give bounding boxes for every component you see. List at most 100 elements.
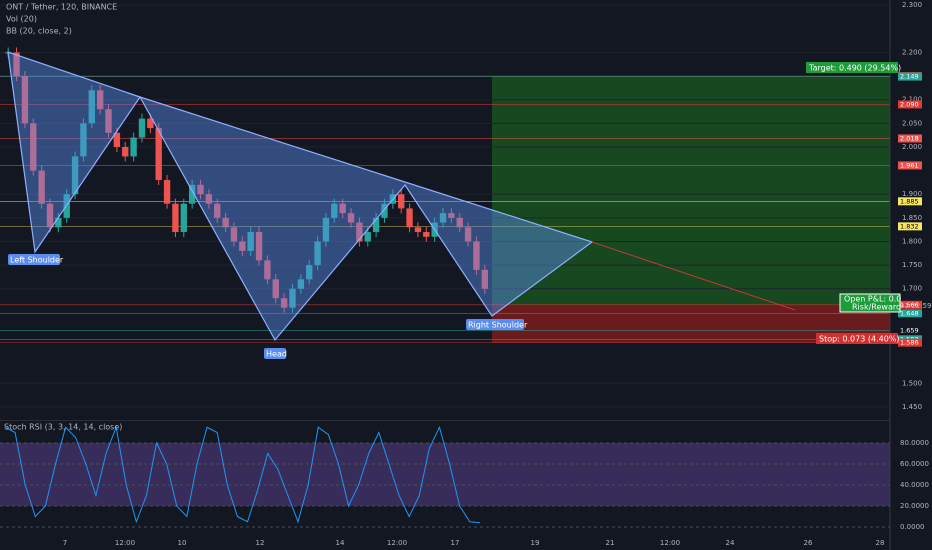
price-tick-label: 2.100	[902, 96, 922, 104]
pnl-label: Open P&L: 0.0	[844, 295, 901, 304]
candle	[414, 227, 422, 233]
candle	[222, 217, 229, 228]
price-tag	[898, 338, 922, 347]
candle	[214, 203, 221, 218]
candle	[314, 241, 321, 266]
candle	[239, 241, 246, 251]
price-tick-label: 2.200	[902, 48, 922, 56]
pnl-box	[839, 293, 901, 313]
rsi-tick-label: 80.0000	[900, 439, 929, 447]
candle	[423, 232, 430, 237]
label-box	[8, 254, 60, 265]
rsi-band	[0, 443, 890, 506]
candle	[105, 109, 112, 133]
candle	[147, 118, 154, 129]
head-shoulders-pattern	[7, 51, 594, 342]
candle	[13, 52, 20, 77]
time-tick-label: 19	[531, 539, 540, 547]
rsi-tick-label: 0.0000	[900, 523, 925, 531]
candle	[280, 298, 288, 308]
rsi-tick-label: 40.0000	[900, 481, 929, 489]
candle	[372, 217, 380, 233]
candle	[439, 213, 447, 223]
price-tag-label: 1.586	[900, 339, 919, 347]
candle	[30, 123, 37, 171]
time-tick-label: 14	[336, 539, 345, 547]
rsi-legend: Stoch RSI (3, 3, 14, 14, close)	[4, 423, 122, 432]
rsi-pane	[0, 425, 890, 528]
candle	[331, 203, 338, 218]
rsi-tick-label: 20.0000	[900, 502, 929, 510]
candle	[172, 203, 179, 233]
candle	[38, 170, 45, 204]
rr-label: Risk/Reward	[852, 303, 901, 312]
candle	[356, 222, 363, 242]
price-tick-label: 1.850	[902, 214, 922, 222]
candle	[347, 213, 355, 223]
candles	[5, 47, 488, 313]
candle	[456, 217, 463, 228]
price-tag	[898, 161, 922, 170]
candle	[163, 180, 171, 204]
price-tag	[898, 309, 922, 318]
candle	[113, 132, 121, 147]
candle	[322, 217, 330, 242]
price-tag	[898, 326, 922, 335]
right-shoulder-label: Right Shoulder	[468, 321, 528, 330]
candle	[55, 217, 62, 228]
stoch-rsi-line	[4, 425, 480, 524]
candle	[122, 146, 129, 157]
candle	[188, 184, 196, 204]
candle	[155, 128, 162, 181]
candle	[339, 203, 346, 214]
price-tag	[898, 300, 922, 309]
price-tag-label: 1.648	[900, 309, 919, 317]
candle	[247, 232, 254, 251]
candle	[21, 76, 29, 124]
price-tick-label: 1.700	[902, 285, 922, 293]
price-tag	[898, 222, 922, 231]
candle	[398, 194, 405, 209]
label-box	[466, 319, 524, 330]
time-tick-label: 26	[804, 539, 813, 547]
candle	[88, 90, 95, 124]
target-label: Target: 0.490 (29.54%)	[808, 64, 901, 73]
time-axis: 7 12:00 10 12 14 12:00 17 19 21 12:00 24 26 28	[63, 539, 885, 547]
price-tick-label: 2.300	[902, 1, 922, 9]
candle	[364, 232, 371, 242]
candle	[138, 118, 146, 138]
price-tick-label: 1.800	[902, 237, 922, 245]
price-axis-bg	[890, 0, 932, 550]
time-tick-label: 7	[63, 539, 67, 547]
time-tick-label: 12:00	[115, 539, 135, 547]
candle	[481, 269, 488, 289]
candle	[230, 227, 238, 242]
price-tag-label: 2.090	[900, 100, 919, 108]
symbol-title: ONT / Tether, 120, BINANCE	[6, 3, 117, 12]
price-tag-label: 1.961	[900, 161, 919, 169]
target-box	[806, 62, 898, 73]
price-tag	[898, 72, 922, 81]
candle	[448, 213, 455, 218]
candle	[306, 265, 313, 280]
price-tick-label: 1.900	[902, 190, 922, 198]
candle	[289, 288, 296, 308]
bb-legend: BB (20, close, 2)	[6, 27, 72, 36]
candle	[130, 137, 137, 157]
left-shoulder-label: Left Shoulder	[10, 256, 64, 265]
price-axis: 2.300 2.200 2.100 2.050 2.000 1.900 1.850 1.800…	[898, 1, 929, 531]
price-tag-label: 1.659	[900, 326, 919, 334]
candle	[406, 208, 413, 228]
pane-divider	[0, 420, 890, 421]
price-tag	[898, 197, 922, 206]
price-tag-label: 1.885	[900, 197, 919, 205]
candle	[272, 279, 279, 299]
candle	[205, 194, 213, 204]
time-tick-label: 12:00	[660, 539, 680, 547]
candle	[46, 203, 54, 228]
time-tick-label: 21	[606, 539, 615, 547]
stop-label: Stop: 0.073 (4.40%)	[819, 335, 900, 344]
rsi-tick-label: 60.0000	[900, 460, 929, 468]
price-tag	[898, 134, 922, 143]
